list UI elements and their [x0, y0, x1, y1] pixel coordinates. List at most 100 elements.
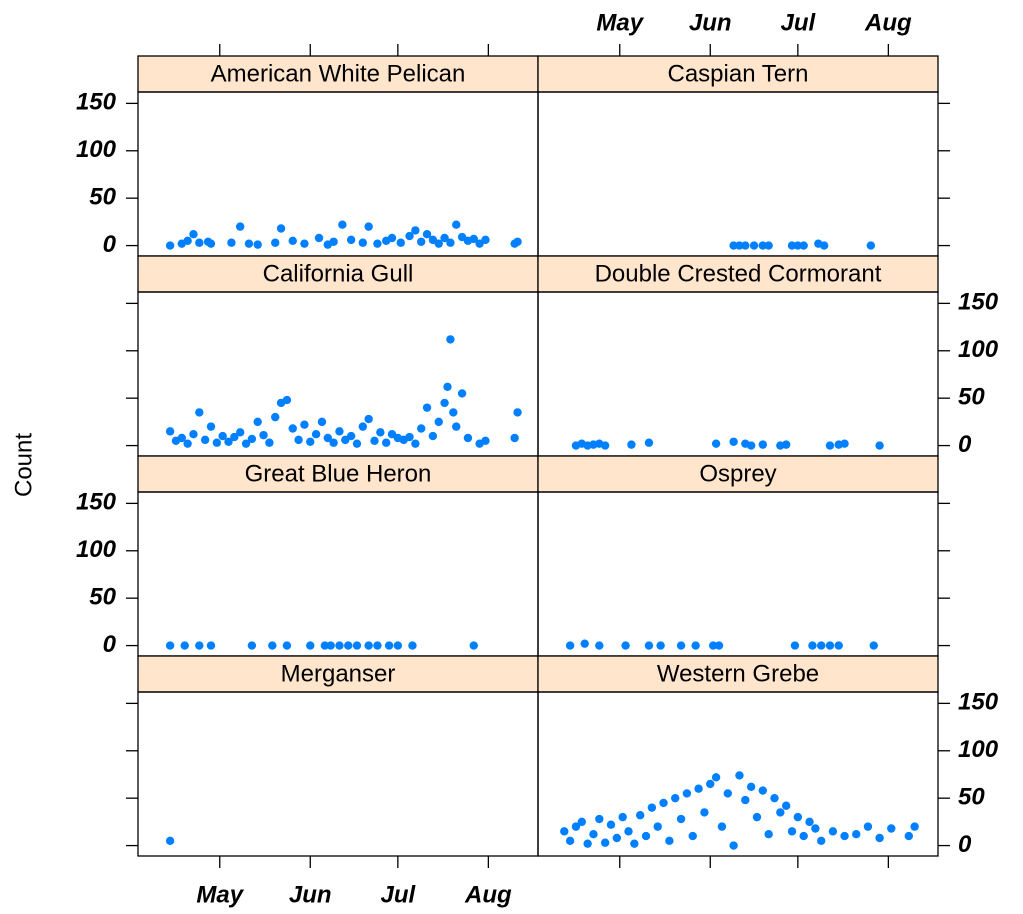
y-tick-label: 150	[958, 289, 999, 316]
point	[288, 424, 297, 433]
y-tick-label: 50	[89, 184, 116, 211]
point	[393, 641, 403, 650]
point	[805, 817, 814, 827]
point	[825, 441, 835, 450]
point	[408, 641, 417, 650]
point	[428, 431, 438, 441]
point	[834, 641, 843, 650]
point	[259, 430, 268, 440]
point	[180, 641, 189, 650]
y-axis-label: Count	[10, 433, 37, 497]
point	[481, 235, 490, 245]
point	[729, 841, 738, 850]
point	[364, 641, 373, 650]
point	[335, 641, 344, 650]
point	[294, 435, 303, 445]
panel	[137, 691, 539, 857]
x-tick-label: Jul	[781, 9, 817, 36]
point	[606, 820, 616, 829]
point	[647, 803, 657, 812]
point	[708, 641, 718, 650]
point	[165, 641, 175, 650]
point	[452, 422, 461, 431]
point	[387, 233, 397, 243]
point	[335, 427, 344, 436]
point	[676, 641, 686, 650]
panel	[537, 291, 939, 457]
point	[735, 771, 744, 780]
point	[793, 812, 803, 822]
point	[212, 438, 222, 447]
point	[329, 237, 338, 246]
y-tick-label: 100	[76, 136, 117, 163]
point	[714, 641, 724, 650]
point	[241, 439, 251, 448]
strip-label: Double Crested Cormorant	[595, 260, 882, 287]
point	[869, 641, 878, 650]
point	[346, 431, 356, 441]
point	[659, 798, 668, 808]
strip	[137, 255, 539, 293]
point	[560, 827, 569, 836]
point	[589, 829, 598, 839]
y-tick-label: 0	[103, 631, 117, 658]
point	[344, 641, 353, 650]
point	[746, 441, 756, 450]
y-tick-label: 100	[958, 736, 999, 763]
point	[682, 789, 692, 798]
point	[452, 220, 461, 229]
point	[711, 773, 721, 782]
point	[565, 836, 575, 846]
point	[165, 836, 175, 846]
point	[735, 241, 744, 250]
point	[811, 824, 820, 833]
point	[676, 814, 686, 824]
point	[200, 435, 210, 445]
point	[311, 429, 321, 439]
point	[381, 438, 391, 447]
point	[840, 439, 849, 448]
point	[282, 395, 292, 405]
strip	[537, 655, 939, 693]
point	[271, 412, 280, 422]
point	[665, 836, 674, 846]
point	[288, 236, 297, 246]
y-tick-label: 50	[958, 784, 985, 811]
point	[224, 437, 233, 446]
point	[411, 439, 420, 448]
point	[781, 801, 791, 810]
y-tick-label: 100	[958, 336, 999, 363]
point	[218, 431, 227, 441]
point	[247, 641, 257, 650]
point	[282, 641, 292, 650]
point	[741, 241, 750, 250]
point	[819, 241, 829, 250]
point	[165, 427, 175, 436]
point	[195, 408, 204, 417]
point	[358, 238, 368, 247]
point	[352, 641, 362, 650]
point	[358, 422, 368, 431]
point	[752, 812, 762, 822]
point	[621, 641, 630, 650]
y-tick-label: 100	[76, 536, 117, 563]
point	[729, 437, 738, 446]
point	[653, 822, 662, 831]
point	[384, 641, 394, 650]
point	[764, 241, 773, 250]
point	[910, 822, 919, 831]
point	[457, 389, 467, 398]
point	[758, 786, 768, 795]
point	[717, 822, 727, 831]
point	[887, 824, 896, 833]
point	[630, 839, 639, 848]
point	[364, 222, 373, 231]
point	[271, 238, 280, 247]
point	[206, 422, 216, 431]
point	[729, 241, 738, 250]
point	[904, 831, 914, 841]
point	[247, 434, 257, 444]
point	[320, 641, 330, 650]
point	[206, 239, 216, 248]
